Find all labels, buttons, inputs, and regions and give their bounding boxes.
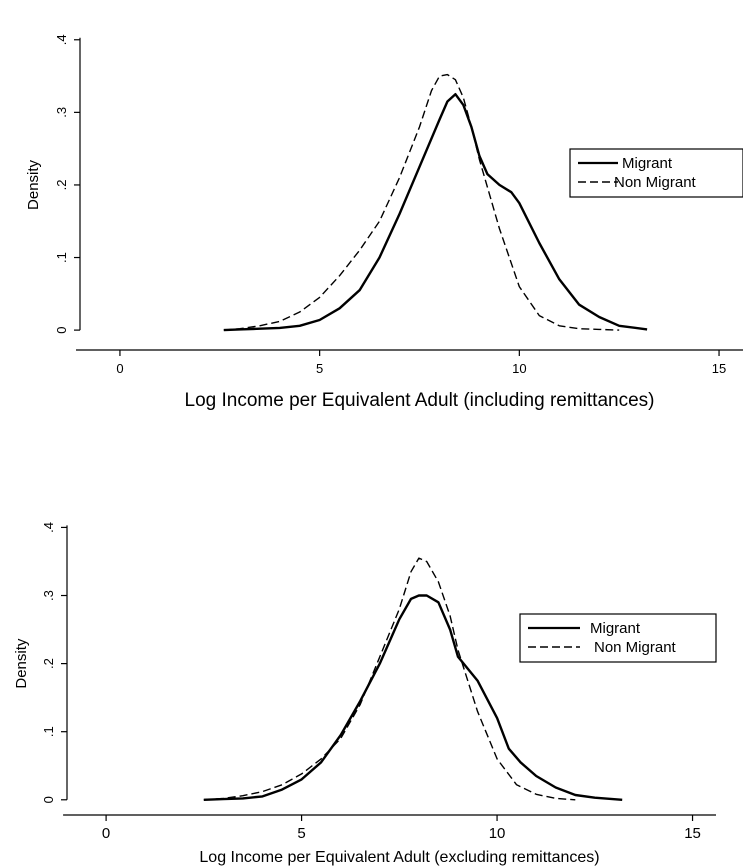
legend-label-migrant: Migrant — [622, 155, 673, 172]
series-line-migrant — [223, 93, 648, 332]
x-tick-label: 0 — [102, 825, 110, 842]
series-line-non-migrant — [223, 73, 620, 331]
y-tick-label: .2 — [41, 658, 56, 669]
legend: Migrant Non Migrant — [519, 613, 717, 663]
legend-label-non-migrant: Non Migrant — [594, 639, 677, 656]
x-tick-label: 0 — [116, 361, 123, 376]
x-axis-title: Log Income per Equivalent Adult (excludi… — [199, 849, 599, 866]
legend: Migrant Non Migrant — [569, 148, 743, 198]
y-tick-label: .3 — [41, 590, 56, 601]
y-tick-label: .4 — [41, 522, 56, 533]
y-tick-label: 0 — [54, 326, 69, 333]
x-tick-label: 15 — [712, 361, 726, 376]
x-tick-label: 15 — [684, 825, 701, 842]
y-axis-title: Density — [13, 638, 30, 689]
density-chart-1: 0 .1 .2 .3 .4 0 5 10 15 Log Income per Equivalent… — [25, 34, 743, 411]
y-tick-label: 0 — [41, 796, 56, 803]
series-line-migrant — [203, 594, 623, 801]
density-chart-2: 0 .1 .2 .3 .4 0 5 10 15 Log Income per Equivalent… — [13, 522, 717, 866]
legend-label-non-migrant: Non Migrant — [614, 174, 697, 191]
y-tick-label: .3 — [54, 107, 69, 118]
legend-box — [569, 148, 743, 198]
series-line-non-migrant — [203, 557, 576, 801]
x-tick-label: 5 — [316, 361, 323, 376]
x-axis-title: Log Income per Equivalent Adult (includi… — [185, 390, 655, 411]
x-tick-label: 5 — [297, 825, 305, 842]
x-tick-label: 10 — [489, 825, 506, 842]
legend-label-migrant: Migrant — [590, 620, 641, 637]
y-axis-title: Density — [25, 159, 42, 210]
legend-box — [519, 613, 717, 663]
x-tick-label: 10 — [512, 361, 526, 376]
y-tick-label: .1 — [41, 726, 56, 737]
y-tick-label: .2 — [54, 180, 69, 191]
y-tick-label: .1 — [54, 252, 69, 263]
y-tick-label: .4 — [54, 34, 69, 45]
